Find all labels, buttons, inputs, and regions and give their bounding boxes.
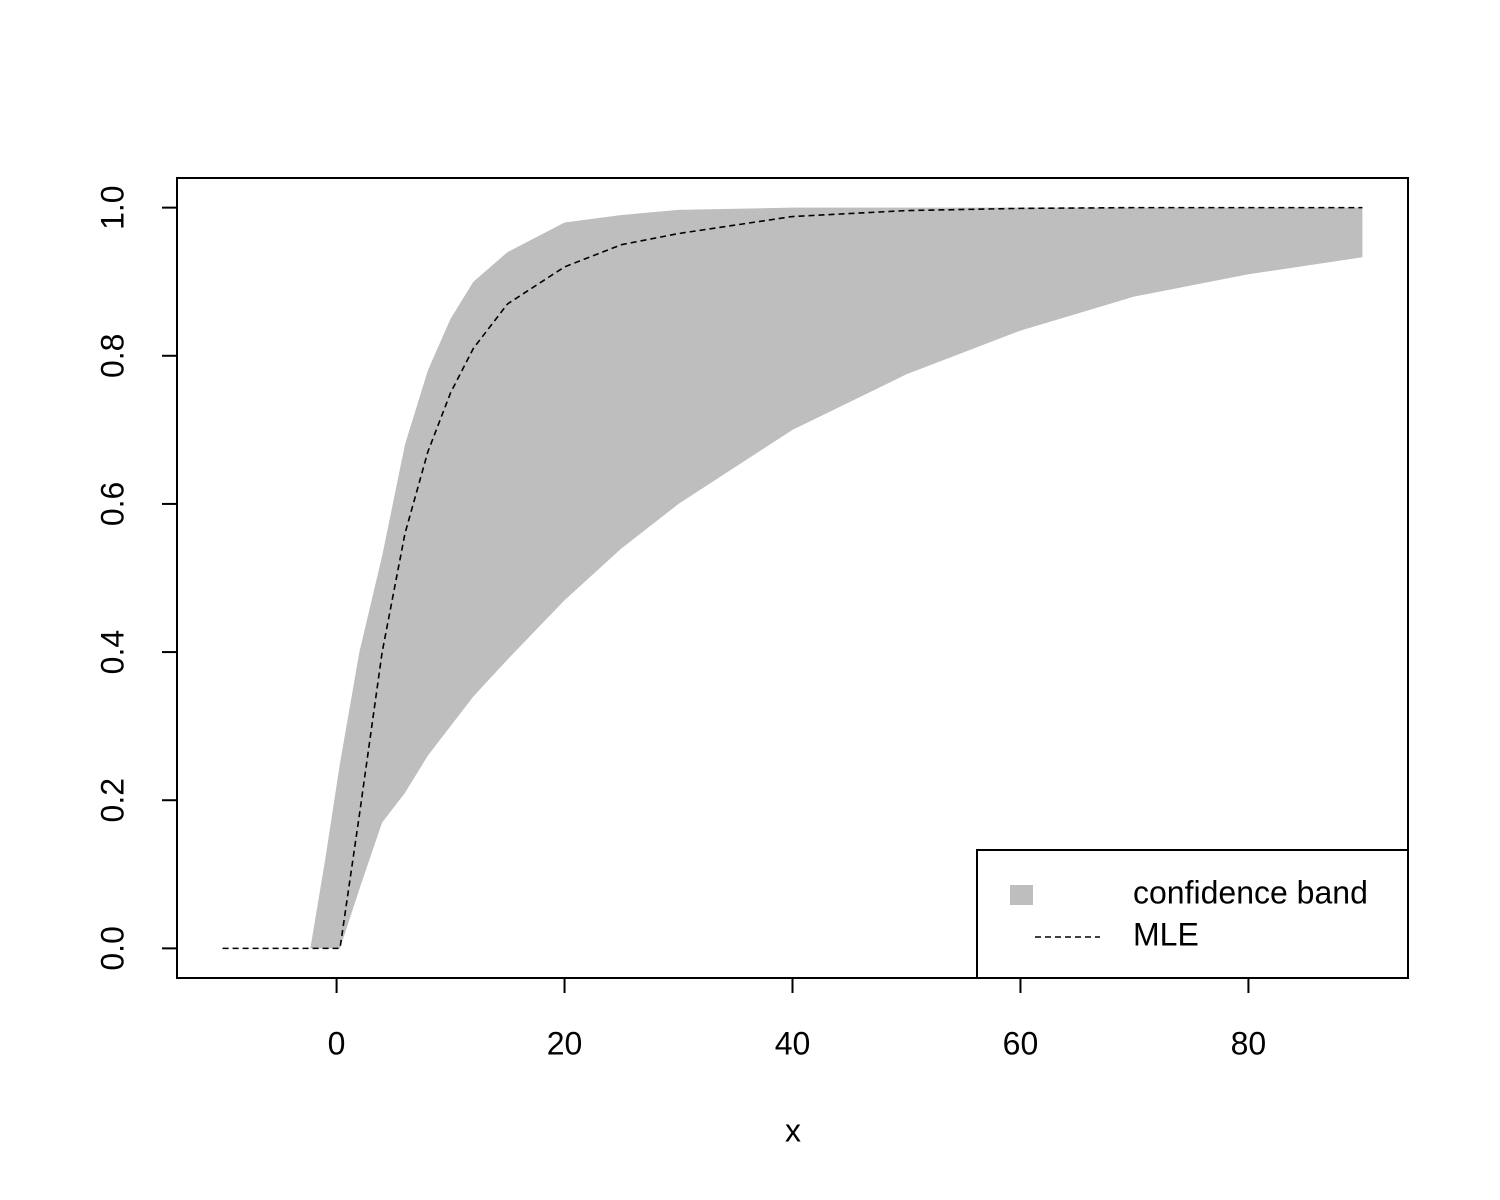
x-tick-label: 20	[547, 1025, 583, 1061]
y-tick-label: 1.0	[94, 185, 130, 229]
y-tick-label: 0.8	[94, 334, 130, 378]
y-tick-label: 0.6	[94, 482, 130, 526]
x-tick-label: 60	[1003, 1025, 1039, 1061]
confidence-band	[222, 207, 1363, 949]
y-tick-label: 0.0	[94, 926, 130, 970]
mle-line	[222, 206, 1363, 950]
x-tick-label: 0	[328, 1025, 346, 1061]
y-tick-label: 0.4	[94, 630, 130, 674]
x-axis-label: x	[785, 1112, 801, 1148]
x-tick-label: 80	[1231, 1025, 1267, 1061]
y-tick-label: 0.2	[94, 778, 130, 822]
legend-label: MLE	[1133, 916, 1199, 952]
legend-box	[976, 849, 1409, 979]
legend-label: confidence band	[1133, 874, 1368, 910]
legend-swatch	[1010, 885, 1033, 905]
x-tick-label: 40	[775, 1025, 811, 1061]
